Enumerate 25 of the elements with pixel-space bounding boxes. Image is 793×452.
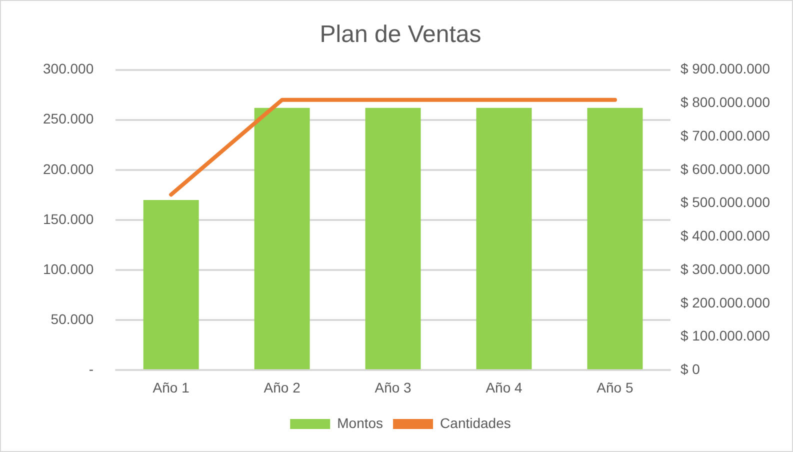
y2-tick-label: $ 100.000.000 bbox=[680, 328, 770, 344]
x-tick-label: Año 1 bbox=[152, 379, 190, 396]
x-tick-label: Año 4 bbox=[486, 379, 523, 396]
y2-tick-label: $ 400.000.000 bbox=[680, 228, 770, 244]
y2-tick-label: $ 900.000.000 bbox=[680, 60, 770, 77]
y-tick-label: 150.000 bbox=[42, 210, 94, 227]
y2-tick-label: $ 500.000.000 bbox=[680, 194, 770, 210]
y-tick-label: 250.000 bbox=[42, 110, 94, 127]
y-tick-label: - bbox=[88, 361, 94, 378]
y-tick-label: 200.000 bbox=[42, 160, 94, 177]
legend-label: Montos bbox=[337, 414, 384, 431]
x-tick-label: Año 3 bbox=[374, 379, 412, 396]
chart-title: Plan de Ventas bbox=[320, 21, 482, 48]
y-tick-label: 100.000 bbox=[42, 260, 94, 277]
y2-tick-label: $ 300.000.000 bbox=[680, 260, 770, 277]
y2-tick-label: $ 600.000.000 bbox=[680, 160, 770, 177]
y2-tick-label: $ 700.000.000 bbox=[680, 127, 770, 144]
y2-tick-label: $ 0 bbox=[680, 361, 700, 378]
y-tick-label: 300.000 bbox=[42, 60, 94, 77]
y2-tick-label: $ 800.000.000 bbox=[680, 94, 770, 110]
x-tick-label: Año 5 bbox=[596, 379, 634, 396]
x-tick-label: Año 2 bbox=[264, 379, 301, 396]
y2-tick-label: $ 200.000.000 bbox=[680, 294, 770, 310]
y-tick-label: 50.000 bbox=[50, 310, 94, 327]
legend-label: Cantidades bbox=[440, 414, 511, 431]
